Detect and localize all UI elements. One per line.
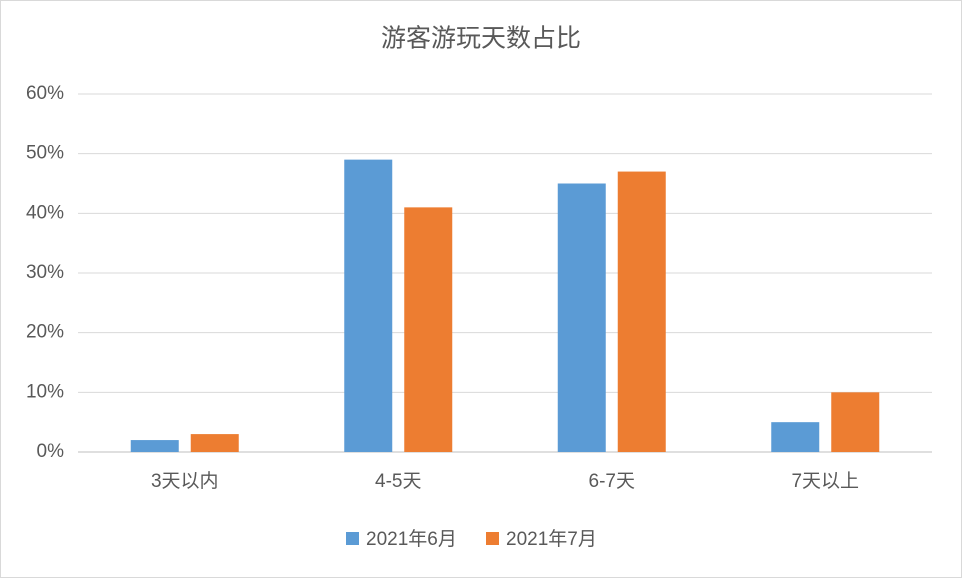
y-tick-label: 40% [26,202,64,223]
legend-label: 2021年6月 [366,528,457,550]
x-tick-label: 6-7天 [589,471,635,492]
y-tick-label: 30% [26,262,64,283]
bar [404,207,453,452]
y-tick-label: 20% [26,322,64,343]
chart-title: 游客游玩天数占比 [381,25,581,53]
x-tick-label: 3天以内 [151,470,219,492]
y-tick-label: 10% [26,381,64,402]
legend-label: 2021年7月 [506,528,597,550]
y-tick-label: 50% [26,143,64,164]
bar [190,434,239,452]
x-tick-label: 7天以上 [791,470,859,492]
x-tick-label: 4-5天 [375,471,421,492]
y-tick-label: 0% [37,441,65,462]
bar [344,159,393,452]
legend-swatch [486,532,499,545]
bar [771,422,820,452]
y-tick-label: 60% [26,83,64,104]
bar [617,171,666,453]
bar [130,440,179,452]
bar [557,183,606,452]
legend-swatch [346,532,359,545]
bar [831,392,880,452]
